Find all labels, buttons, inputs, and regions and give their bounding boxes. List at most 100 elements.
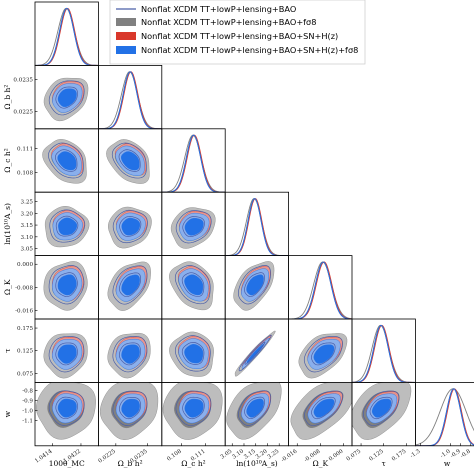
y-axis-label-omk: Ω_K — [3, 279, 12, 295]
y-axis-label-lnA: ln(10¹⁰A_s) — [3, 203, 12, 245]
x-axis-label-omb: Ω_b h² — [118, 459, 143, 468]
contour-line-95-theta-w — [48, 390, 85, 426]
contour-line-68-lnA-w — [244, 396, 265, 420]
marginal-tau-series-3 — [352, 324, 416, 383]
panel-frame-0-0 — [34, 1, 99, 66]
contour-line-68-omk-w — [311, 396, 336, 420]
contour-line-68-omk-tau — [311, 342, 336, 366]
bottom-tick-label-omk-0: -0.016 — [280, 448, 298, 463]
contour-line-68-theta-omb — [55, 86, 78, 109]
bottom-tick-label-w-0: -1.3 — [409, 448, 422, 459]
bottom-tick-label-w-3: -0.8 — [460, 448, 473, 459]
contour-line-68-theta-lnA — [55, 215, 79, 237]
panel-w-vs-tau — [351, 381, 416, 447]
panel-omk-vs-lnA — [224, 255, 289, 320]
left-tick-label-tau-2: 0.075 — [17, 371, 33, 377]
contour-line-95-omb-tau — [112, 336, 148, 373]
contour-line-95-omb-w — [112, 390, 148, 426]
marginal-omk-series-4 — [288, 261, 353, 320]
panel-tau-vs-theta — [34, 318, 99, 383]
panel-omk-vs-omb — [98, 255, 163, 320]
contour-line-68-omc-w — [182, 396, 205, 420]
y-axis-label-w: w — [3, 410, 12, 417]
left-tick-label-omc-1: 0.108 — [17, 170, 33, 176]
contour-line-68-omb-w — [119, 396, 141, 420]
panel-omc-vs-theta — [34, 128, 99, 193]
contour-68-lnA-w-series-4 — [246, 398, 264, 418]
contour-68-omk-tau-series-4 — [313, 344, 335, 364]
legend-frame — [109, 0, 366, 65]
marginal-omb-series-3 — [98, 71, 162, 129]
left-tick-label-w-2: -1.0 — [22, 409, 33, 415]
left-tick-label-lnA-2: 3.15 — [21, 223, 34, 229]
left-tick-label-lnA-3: 3.10 — [21, 235, 34, 241]
contour-line-68-lnA-omk — [244, 272, 265, 297]
left-tick-label-tau-0: 0.175 — [17, 326, 33, 332]
contour-line-95-theta-lnA — [49, 209, 86, 243]
panel-tau-vs-lnA — [224, 318, 289, 383]
bottom-tick-label-omb-0: 0.0225 — [98, 448, 118, 464]
panel-w-vs-w — [414, 381, 474, 447]
marginal-w-series-3 — [415, 388, 474, 446]
contour-line-95-omc-omk — [174, 265, 211, 305]
panel-w-vs-omc — [161, 381, 226, 447]
y-axis-label-tau: τ — [3, 349, 12, 353]
contour-line-95-omk-w — [304, 390, 344, 426]
panel-omk-vs-omk — [288, 255, 353, 320]
contour-68-omk-w-series-4 — [313, 398, 335, 418]
marginal-w-series-2 — [415, 388, 474, 446]
panel-omb-vs-omb — [98, 65, 163, 130]
x-axis-label-lnA: ln(10¹⁰A_s) — [236, 459, 278, 468]
panel-frame-1-1 — [98, 65, 163, 130]
marginal-omb-series-1 — [98, 71, 162, 129]
marginal-w-series-1 — [415, 388, 474, 446]
contour-line-95-omc-tau — [174, 335, 211, 372]
x-axis-label-theta: 100θ_MC — [49, 459, 85, 468]
contour-line-95-omk-tau — [303, 336, 343, 373]
contour-line-68-omc-tau — [181, 342, 205, 365]
bottom-tick-label-omk-2: 0.000 — [328, 448, 345, 462]
left-tick-label-omk-2: -0.016 — [15, 308, 33, 314]
contour-line-68-theta-w — [55, 396, 78, 420]
marginal-omk-series-1 — [288, 261, 353, 320]
legend-swatch-blue — [116, 46, 136, 54]
left-tick-label-w-3: -1.1 — [22, 419, 33, 425]
panels-layer — [34, 1, 474, 447]
contour-line-68-theta-tau — [55, 342, 78, 366]
contour-line-95-omb-omk — [112, 265, 148, 305]
left-tick-label-omb-1: 0.0225 — [13, 109, 33, 115]
marginal-lnA-series-4 — [225, 198, 289, 256]
panel-w-vs-theta — [34, 381, 99, 447]
legend-label-4: Nonflat XCDM TT+lowP+lensing+BAO+SN+H(z)… — [141, 45, 358, 55]
contour-line-95-theta-omc — [48, 142, 84, 179]
panel-lnA-vs-theta — [34, 191, 99, 256]
contour-line-68-tau-w — [369, 396, 393, 420]
contour-68-tau-w-series-4 — [372, 398, 392, 418]
panel-frame-6-6 — [414, 381, 474, 447]
panel-tau-vs-omk — [288, 318, 353, 383]
contour-68-theta-omk-series-4 — [57, 274, 77, 296]
marginal-omc-series-3 — [161, 134, 226, 193]
contour-68-omb-lnA-series-4 — [121, 217, 141, 236]
contour-line-95-omc-lnA — [175, 210, 212, 244]
contour-line-68-omc-lnA — [182, 216, 205, 237]
contour-68-omc-w-series-4 — [184, 398, 204, 418]
x-axis-label-w: w — [444, 459, 451, 468]
y-axis-label-omb: Ω_b h² — [3, 85, 12, 110]
x-axis-label-omc: Ω_c h² — [181, 459, 205, 468]
contour-line-68-theta-omk — [55, 272, 78, 297]
left-tick-label-omb-0: 0.0235 — [13, 78, 33, 84]
contour-line-95-lnA-tau — [238, 334, 272, 372]
contour-line-95-lnA-w — [238, 390, 272, 426]
left-tick-label-w-0: -0.8 — [22, 388, 33, 394]
legend-label-1: Nonflat XCDM TT+lowP+lensing+BAO — [141, 4, 296, 14]
contour-line-95-omb-omc — [111, 142, 147, 179]
contour-line-95-theta-omk — [48, 265, 85, 305]
contour-line-68-lnA-tau — [244, 341, 266, 365]
contour-line-95-theta-tau — [48, 336, 85, 373]
x-axis-label-omk: Ω_K — [313, 459, 329, 468]
contour-68-theta-omc-series-4 — [57, 151, 77, 171]
bottom-tick-label-w-1: -1.0 — [439, 448, 452, 459]
contour-68-omb-tau-series-4 — [121, 344, 140, 364]
